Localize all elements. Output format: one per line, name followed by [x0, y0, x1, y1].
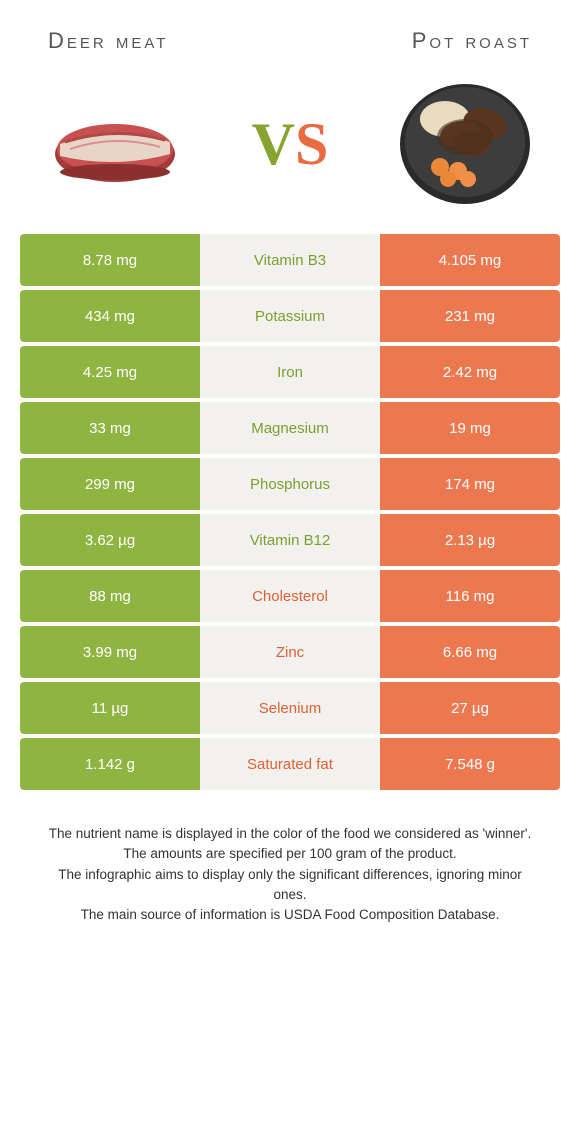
table-row: 11 µgSelenium27 µg — [20, 682, 560, 734]
value-left: 11 µg — [20, 682, 200, 734]
value-left: 1.142 g — [20, 738, 200, 790]
footer-line-2: The amounts are specified per 100 gram o… — [40, 844, 540, 864]
titles-row: Deer meat Pot roast — [0, 0, 580, 64]
value-right: 27 µg — [380, 682, 560, 734]
value-left: 88 mg — [20, 570, 200, 622]
footer-line-1: The nutrient name is displayed in the co… — [40, 824, 540, 844]
value-right: 231 mg — [380, 290, 560, 342]
value-left: 8.78 mg — [20, 234, 200, 286]
nutrient-label: Saturated fat — [200, 738, 380, 790]
table-row: 4.25 mgIron2.42 mg — [20, 346, 560, 398]
table-row: 299 mgPhosphorus174 mg — [20, 458, 560, 510]
footer-line-3: The infographic aims to display only the… — [40, 865, 540, 906]
nutrient-table: 8.78 mgVitamin B34.105 mg434 mgPotassium… — [0, 234, 580, 790]
nutrient-label: Selenium — [200, 682, 380, 734]
footer-line-4: The main source of information is USDA F… — [40, 905, 540, 925]
title-right: Pot roast — [412, 28, 532, 54]
nutrient-label: Cholesterol — [200, 570, 380, 622]
value-right: 7.548 g — [380, 738, 560, 790]
value-left: 3.62 µg — [20, 514, 200, 566]
value-left: 3.99 mg — [20, 626, 200, 678]
value-left: 434 mg — [20, 290, 200, 342]
hero-row: VS — [0, 64, 580, 234]
vs-label: VS — [252, 110, 329, 179]
nutrient-label: Iron — [200, 346, 380, 398]
table-row: 3.62 µgVitamin B122.13 µg — [20, 514, 560, 566]
vs-v: V — [252, 111, 295, 177]
table-row: 33 mgMagnesium19 mg — [20, 402, 560, 454]
value-right: 174 mg — [380, 458, 560, 510]
value-left: 299 mg — [20, 458, 200, 510]
table-row: 3.99 mgZinc6.66 mg — [20, 626, 560, 678]
deer-meat-image — [40, 79, 190, 209]
value-left: 4.25 mg — [20, 346, 200, 398]
nutrient-label: Zinc — [200, 626, 380, 678]
pot-roast-image — [390, 79, 540, 209]
vs-s: S — [295, 111, 328, 177]
value-right: 19 mg — [380, 402, 560, 454]
value-right: 4.105 mg — [380, 234, 560, 286]
value-left: 33 mg — [20, 402, 200, 454]
nutrient-label: Magnesium — [200, 402, 380, 454]
footer-notes: The nutrient name is displayed in the co… — [0, 794, 580, 925]
nutrient-label: Potassium — [200, 290, 380, 342]
nutrient-label: Vitamin B12 — [200, 514, 380, 566]
table-row: 434 mgPotassium231 mg — [20, 290, 560, 342]
table-row: 8.78 mgVitamin B34.105 mg — [20, 234, 560, 286]
nutrient-label: Vitamin B3 — [200, 234, 380, 286]
table-row: 1.142 gSaturated fat7.548 g — [20, 738, 560, 790]
nutrient-label: Phosphorus — [200, 458, 380, 510]
value-right: 2.42 mg — [380, 346, 560, 398]
value-right: 2.13 µg — [380, 514, 560, 566]
value-right: 6.66 mg — [380, 626, 560, 678]
table-row: 88 mgCholesterol116 mg — [20, 570, 560, 622]
title-left: Deer meat — [48, 28, 168, 54]
value-right: 116 mg — [380, 570, 560, 622]
